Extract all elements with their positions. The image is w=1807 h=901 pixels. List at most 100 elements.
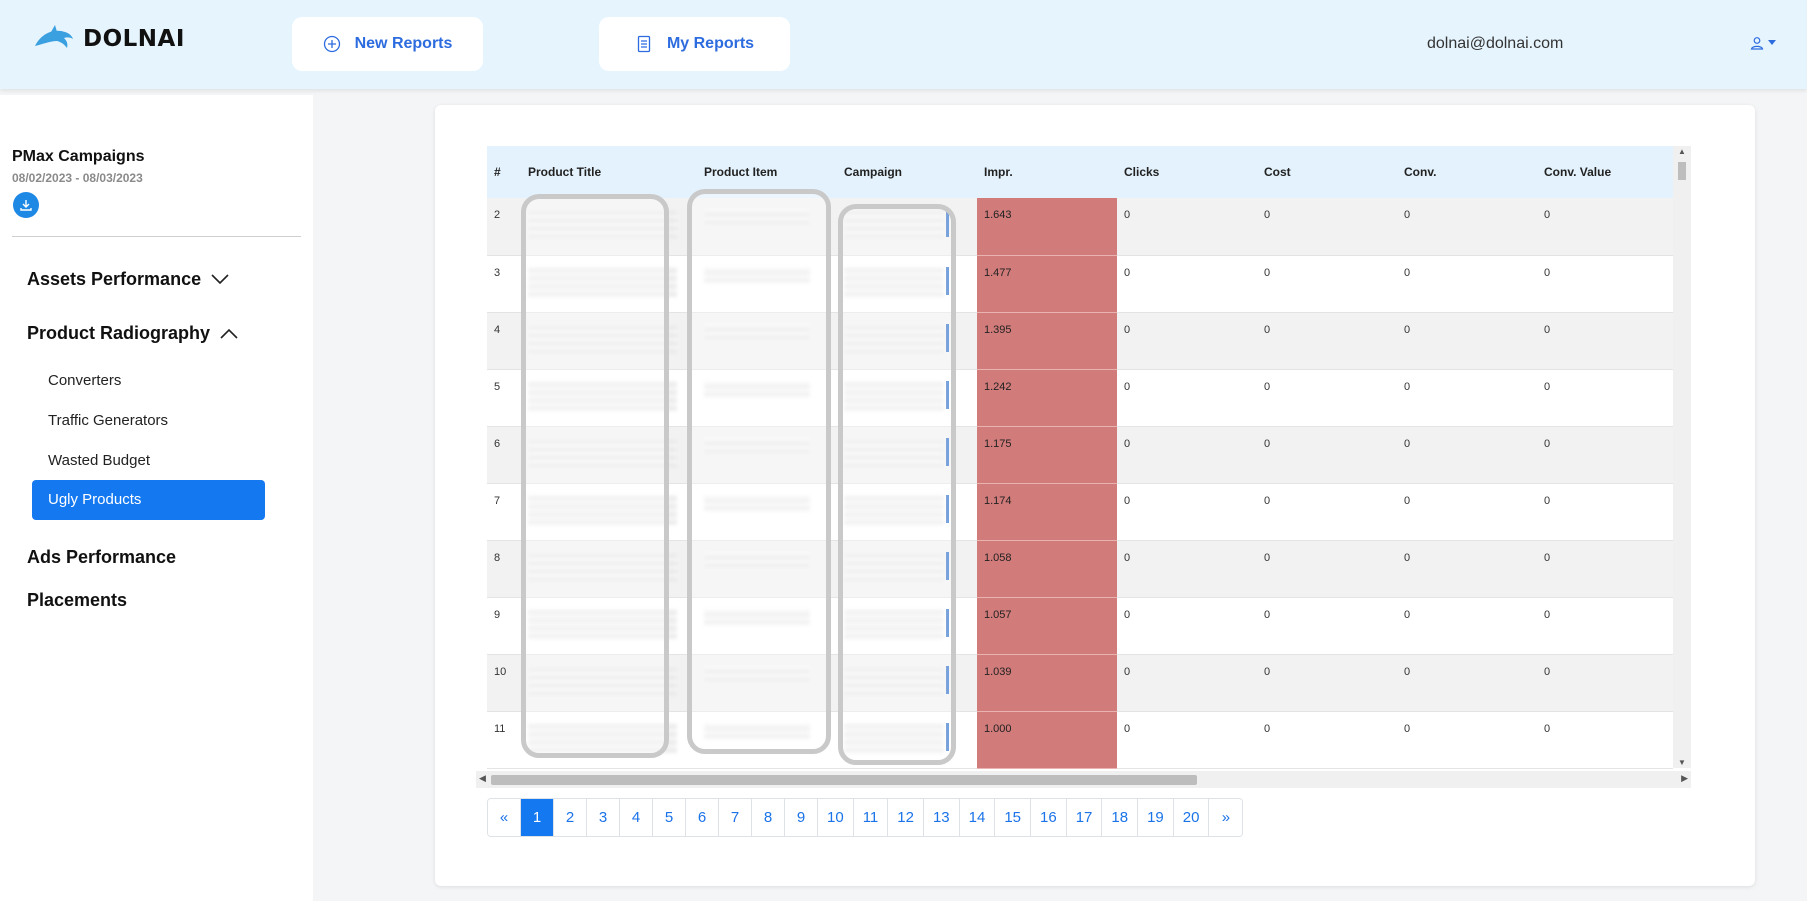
pagination-prev-button[interactable]: «: [488, 799, 521, 836]
row-number-cell: 3: [494, 266, 501, 279]
column-header[interactable]: #: [494, 165, 501, 179]
table-row[interactable]: 8 1.058 0 0 0 0: [487, 540, 1673, 598]
user-icon: [1750, 37, 1764, 50]
cost-cell: 0: [1264, 608, 1271, 621]
product-item-cell: [697, 369, 837, 426]
product-title-cell: [521, 426, 697, 483]
sidebar-item-ugly-products[interactable]: Ugly Products: [32, 480, 265, 520]
user-menu[interactable]: [1750, 36, 1776, 50]
sidebar-section-assets-performance[interactable]: Assets Performance: [27, 269, 229, 290]
conversions-cell: 0: [1404, 665, 1411, 678]
column-header[interactable]: Cost: [1264, 165, 1291, 179]
pagination-page-button[interactable]: 6: [686, 799, 719, 836]
conversions-cell: 0: [1404, 209, 1411, 221]
cost-cell: 0: [1264, 665, 1271, 678]
pagination-page-button[interactable]: 15: [995, 799, 1032, 836]
table-row[interactable]: 10 1.039 0 0 0 0: [487, 654, 1673, 712]
pagination-page-button[interactable]: 3: [587, 799, 620, 836]
clicks-cell: 0: [1124, 494, 1131, 507]
download-button[interactable]: [13, 192, 39, 218]
pagination-page-button[interactable]: 13: [923, 799, 960, 836]
document-icon: [637, 35, 651, 53]
table-row[interactable]: 4 1.395 0 0 0 0: [487, 312, 1673, 370]
row-number-cell: 9: [494, 608, 501, 621]
my-reports-button[interactable]: My Reports: [599, 17, 790, 71]
column-header[interactable]: Impr.: [984, 165, 1013, 179]
table-row[interactable]: 11 1.000 0 0 0 0: [487, 711, 1673, 769]
sidebar-item-wasted-budget[interactable]: Wasted Budget: [48, 452, 151, 469]
table-row[interactable]: 5 1.242 0 0 0 0: [487, 369, 1673, 427]
section-label: Ads Performance: [27, 547, 177, 567]
chevron-up-icon: [220, 328, 238, 339]
table-row[interactable]: 9 1.057 0 0 0 0: [487, 597, 1673, 655]
vertical-scroll-thumb[interactable]: [1678, 162, 1686, 180]
sidebar-item-traffic-generators[interactable]: Traffic Generators: [48, 412, 169, 429]
pagination-page-button[interactable]: 20: [1173, 799, 1210, 836]
pagination-page-button[interactable]: 8: [752, 799, 785, 836]
column-header[interactable]: Campaign: [844, 165, 903, 179]
pagination-page-button[interactable]: 12: [888, 799, 924, 836]
table-row[interactable]: 2 1.643 0 0 0 0: [487, 198, 1673, 256]
campaign-cell: [837, 255, 977, 312]
pagination-page-button[interactable]: 17: [1066, 799, 1103, 836]
table-row[interactable]: 6 1.175 0 0 0 0: [487, 426, 1673, 484]
redaction-outline: [687, 189, 831, 754]
column-header[interactable]: Conv.: [1404, 165, 1437, 179]
new-reports-button[interactable]: New Reports: [292, 17, 483, 71]
row-number-cell: 11: [494, 722, 506, 735]
pagination-page-button[interactable]: 4: [620, 799, 653, 836]
pagination-page-button[interactable]: 5: [653, 799, 686, 836]
sidebar-section-product-radiography[interactable]: Product Radiography: [27, 323, 238, 344]
scroll-down-arrow-icon[interactable]: ▼: [1678, 758, 1686, 767]
pagination-next-button[interactable]: »: [1209, 799, 1243, 836]
product-item-cell: [697, 540, 837, 597]
column-header[interactable]: Conv. Value: [1544, 165, 1612, 179]
column-header[interactable]: Product Item: [704, 165, 778, 179]
cost-cell: 0: [1264, 494, 1271, 507]
horizontal-scrollbar[interactable]: ◀ ▶: [476, 771, 1691, 788]
pagination-page-button[interactable]: 19: [1138, 799, 1174, 836]
product-item-cell: [697, 597, 837, 654]
table-header-row: # Product Title Product Item Campaign Impr. C…: [487, 146, 1673, 198]
pagination-page-button[interactable]: 1: [521, 799, 554, 836]
pagination-page-button[interactable]: 14: [959, 799, 996, 836]
sidebar-section-placements[interactable]: Placements: [27, 590, 127, 611]
scroll-up-arrow-icon[interactable]: ▲: [1678, 147, 1686, 156]
pagination-page-button[interactable]: 16: [1031, 799, 1067, 836]
clicks-cell: 0: [1124, 437, 1131, 450]
campaign-cell: [837, 540, 977, 597]
product-title-cell: [521, 369, 697, 426]
scroll-right-arrow-icon[interactable]: ▶: [1681, 773, 1688, 783]
scroll-left-arrow-icon[interactable]: ◀: [479, 773, 486, 783]
clicks-cell: 0: [1124, 380, 1131, 393]
conversion-value-cell: 0: [1544, 209, 1551, 221]
sidebar-item-converters[interactable]: Converters: [48, 372, 122, 389]
campaign-cell: [837, 426, 977, 483]
pagination-page-button[interactable]: 7: [719, 799, 752, 836]
pagination-page-button[interactable]: 10: [818, 799, 854, 836]
impressions-cell: 1.000: [977, 711, 1117, 769]
horizontal-scroll-thumb[interactable]: [491, 775, 1197, 785]
plus-circle-icon: [323, 35, 340, 53]
column-header[interactable]: Clicks: [1124, 165, 1160, 179]
pagination-page-button[interactable]: 18: [1102, 799, 1139, 836]
brand-logo[interactable]: DOLNAI: [33, 24, 185, 54]
vertical-scrollbar[interactable]: ▲ ▼: [1673, 146, 1691, 768]
product-title-cell: [521, 255, 697, 312]
row-number-cell: 4: [494, 323, 501, 336]
pagination-page-button[interactable]: 11: [853, 799, 889, 836]
column-header[interactable]: Product Title: [528, 165, 602, 179]
pagination-page-button[interactable]: 9: [785, 799, 818, 836]
conversion-value-cell: 0: [1544, 437, 1551, 450]
caret-down-icon: [1768, 40, 1776, 45]
table-row[interactable]: 3 1.477 0 0 0 0: [487, 255, 1673, 313]
table-row[interactable]: 7 1.174 0 0 0 0: [487, 483, 1673, 541]
campaign-cell: [837, 198, 977, 255]
pagination-page-button[interactable]: 2: [554, 799, 587, 836]
conversions-cell: 0: [1404, 323, 1411, 336]
sidebar-section-ads-performance[interactable]: Ads Performance: [27, 547, 176, 568]
impressions-cell: 1.175: [977, 426, 1117, 484]
impressions-cell: 1.174: [977, 483, 1117, 541]
product-item-cell: [697, 255, 837, 312]
row-number-cell: 8: [494, 551, 501, 564]
